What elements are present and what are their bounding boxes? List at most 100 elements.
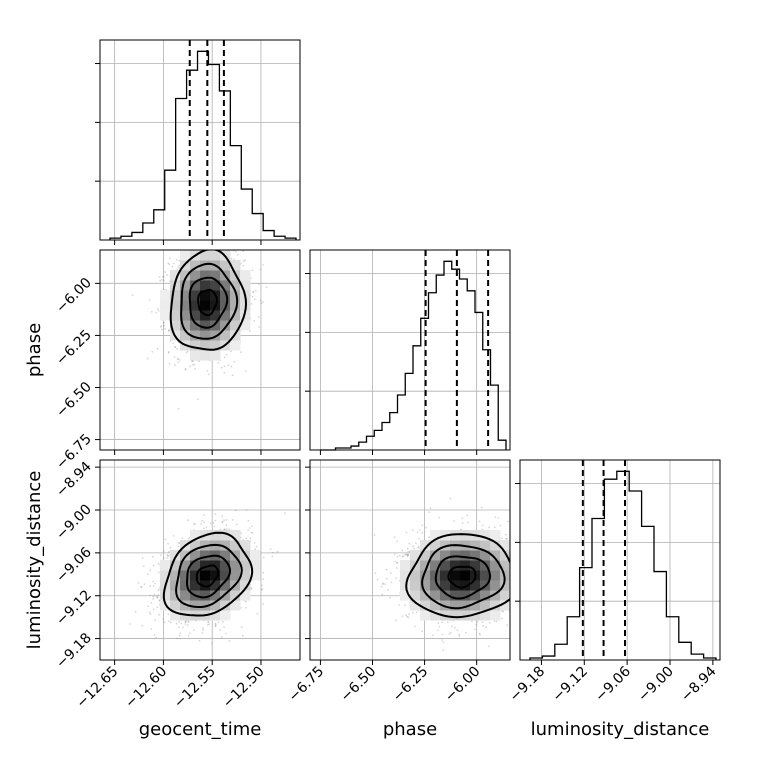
scatter-point bbox=[195, 247, 197, 249]
density-cell bbox=[180, 290, 191, 301]
scatter-point bbox=[258, 326, 260, 328]
density-cell bbox=[440, 580, 451, 591]
axis-labels: −12.65 −12.60 −12.55 −12.50 −6.75 −6.50 −6.25−… bbox=[24, 275, 720, 740]
density-cell bbox=[450, 600, 461, 611]
density-cell bbox=[230, 260, 241, 271]
scatter-point bbox=[407, 550, 410, 553]
scatter-point bbox=[156, 347, 159, 350]
density-cell bbox=[240, 570, 251, 581]
scatter-point bbox=[167, 330, 170, 333]
scatter-point bbox=[212, 522, 215, 524]
scatter-point bbox=[158, 613, 161, 616]
scatter-point bbox=[385, 568, 388, 571]
density-cell bbox=[240, 580, 251, 591]
scatter-point bbox=[147, 573, 150, 575]
scatter-point bbox=[516, 528, 518, 530]
scatter-point bbox=[150, 601, 153, 604]
density-cell bbox=[190, 530, 201, 541]
scatter-point bbox=[151, 350, 154, 353]
scatter-point bbox=[203, 514, 206, 516]
density-cell bbox=[230, 600, 241, 611]
hist2d-panel-geocent_time-phase bbox=[95, 214, 301, 455]
density-cell bbox=[220, 280, 231, 291]
density-cell bbox=[230, 530, 241, 541]
scatter-point bbox=[446, 621, 449, 623]
x-tick-label-phase: −6.50 bbox=[338, 664, 380, 706]
scatter-point bbox=[227, 235, 229, 237]
scatter-point bbox=[198, 360, 201, 363]
histogram-geocent_time bbox=[109, 50, 297, 240]
density-cell bbox=[480, 570, 491, 581]
scatter-point bbox=[428, 511, 430, 514]
scatter-point bbox=[149, 585, 152, 587]
scatter-point bbox=[406, 547, 409, 550]
density-cell bbox=[220, 300, 231, 311]
panel-frame bbox=[309, 459, 511, 661]
scatter-point bbox=[471, 620, 473, 623]
density-cell bbox=[430, 600, 441, 611]
scatter-point bbox=[162, 275, 165, 278]
scatter-point bbox=[164, 538, 167, 541]
scatter-point bbox=[166, 555, 169, 557]
density-cell bbox=[210, 610, 221, 621]
scatter-point bbox=[449, 497, 452, 500]
density-cell bbox=[180, 250, 191, 261]
scatter-point bbox=[217, 621, 220, 624]
scatter-point bbox=[171, 265, 174, 268]
scatter-point bbox=[237, 214, 239, 216]
density-cell bbox=[230, 290, 241, 301]
scatter-point bbox=[157, 589, 160, 592]
density-cell bbox=[470, 550, 481, 561]
scatter-point bbox=[253, 542, 256, 544]
scatter-point bbox=[220, 636, 223, 638]
scatter-point bbox=[176, 358, 179, 360]
scatter-point bbox=[271, 555, 274, 558]
scatter-point bbox=[528, 568, 530, 570]
scatter-point bbox=[284, 512, 286, 515]
density-cell bbox=[160, 560, 171, 571]
density-cell bbox=[210, 280, 221, 291]
scatter-point bbox=[458, 635, 461, 637]
y-axis-label-luminosity_distance: luminosity_distance bbox=[24, 471, 45, 650]
scatter-point bbox=[177, 407, 180, 410]
scatter-point bbox=[128, 623, 131, 625]
scatter-point bbox=[162, 275, 164, 278]
scatter-point bbox=[373, 534, 376, 536]
density-cell bbox=[420, 550, 431, 561]
scatter-point bbox=[186, 624, 189, 626]
y-tick-label-phase: −6.50 bbox=[53, 379, 95, 421]
density-cell bbox=[500, 550, 510, 561]
scatter-point bbox=[381, 582, 384, 585]
scatter-point bbox=[172, 535, 175, 537]
scatter-point bbox=[203, 521, 205, 524]
density-cell bbox=[240, 310, 251, 321]
scatter-point bbox=[244, 259, 247, 261]
density-cell bbox=[490, 560, 501, 571]
density-cell bbox=[170, 290, 181, 301]
scatter-point bbox=[415, 611, 418, 614]
density-cell bbox=[420, 540, 431, 551]
scatter-point bbox=[481, 528, 484, 531]
scatter-point bbox=[207, 621, 210, 623]
density-cell bbox=[210, 560, 221, 571]
scatter-point bbox=[481, 621, 484, 623]
x-tick-label-geocent_time: −12.50 bbox=[220, 664, 268, 712]
density-cell bbox=[210, 590, 221, 601]
scatter-point bbox=[449, 631, 452, 634]
scatter-point bbox=[513, 630, 515, 632]
scatter-point bbox=[533, 573, 535, 575]
density-cell bbox=[200, 560, 211, 571]
scatter-point bbox=[193, 629, 195, 631]
density-cell bbox=[230, 310, 241, 321]
scatter-point bbox=[192, 363, 194, 366]
scatter-point bbox=[473, 628, 476, 631]
density-cell bbox=[190, 540, 201, 551]
scatter-point bbox=[168, 554, 170, 557]
scatter-point bbox=[247, 529, 250, 532]
scatter-point bbox=[412, 545, 414, 548]
density-cell bbox=[170, 310, 181, 321]
scatter-point bbox=[493, 526, 496, 529]
scatter-point bbox=[137, 582, 140, 584]
y-tick-label-phase: −6.00 bbox=[53, 275, 95, 317]
scatter-point bbox=[210, 522, 212, 525]
